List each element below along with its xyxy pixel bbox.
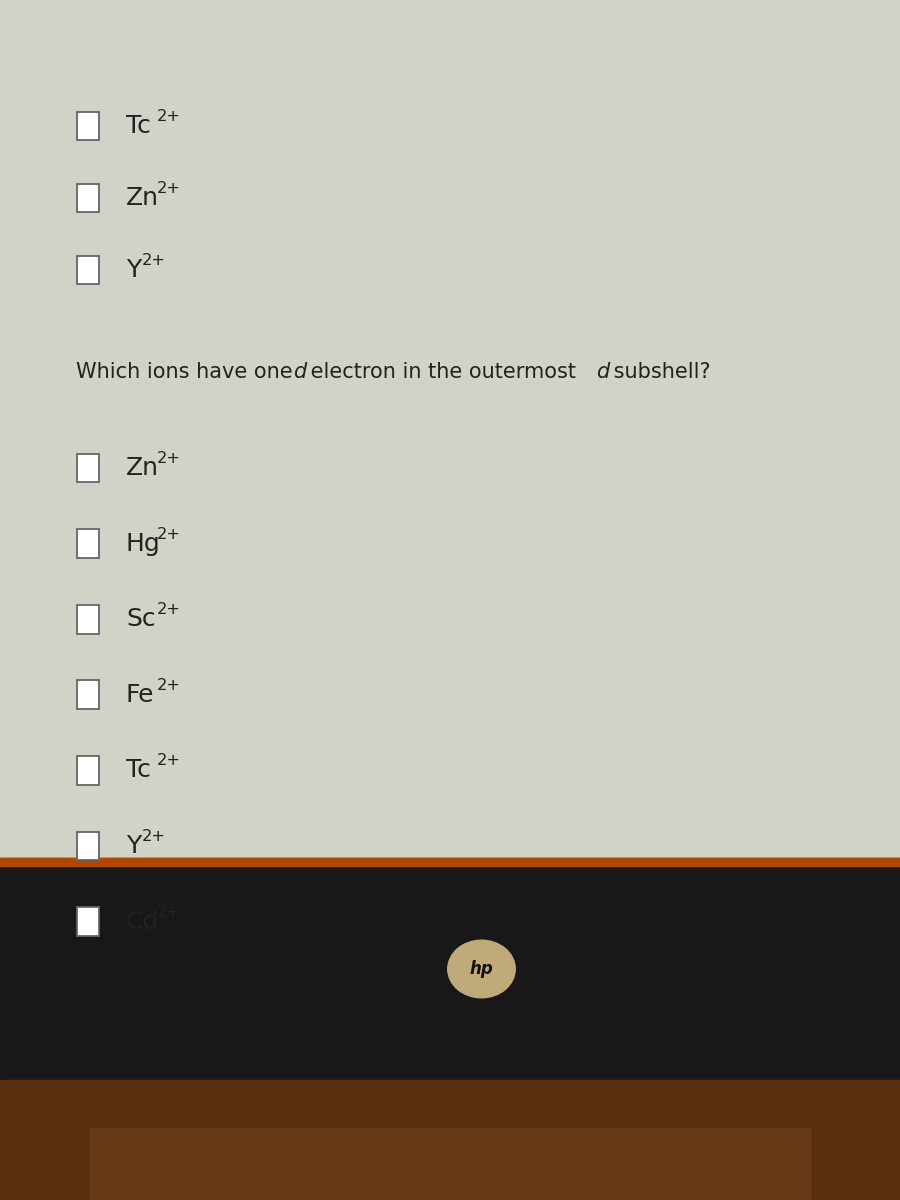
Bar bbox=[0, 858, 900, 866]
Text: Zn: Zn bbox=[126, 186, 159, 210]
Text: Tc: Tc bbox=[126, 114, 151, 138]
Text: 2+: 2+ bbox=[157, 678, 181, 692]
Text: d: d bbox=[597, 362, 610, 382]
Text: 2+: 2+ bbox=[141, 829, 166, 844]
FancyBboxPatch shape bbox=[77, 112, 99, 140]
Text: Hg: Hg bbox=[126, 532, 161, 556]
Text: 2+: 2+ bbox=[157, 905, 181, 919]
Text: Tc: Tc bbox=[126, 758, 151, 782]
Text: 2+: 2+ bbox=[157, 754, 181, 768]
Bar bbox=[0, 1080, 900, 1200]
Text: electron in the outermost: electron in the outermost bbox=[304, 362, 582, 382]
Text: Fe: Fe bbox=[126, 683, 155, 707]
Ellipse shape bbox=[448, 941, 515, 997]
Text: Sc: Sc bbox=[126, 607, 156, 631]
Text: Which ions have one: Which ions have one bbox=[76, 362, 300, 382]
FancyBboxPatch shape bbox=[77, 907, 99, 936]
Bar bbox=[0, 0, 900, 858]
Text: d: d bbox=[293, 362, 306, 382]
Text: subshell?: subshell? bbox=[608, 362, 711, 382]
Text: Y: Y bbox=[126, 834, 141, 858]
Bar bbox=[90, 1128, 810, 1200]
FancyBboxPatch shape bbox=[77, 680, 99, 709]
Text: 2+: 2+ bbox=[141, 253, 166, 268]
FancyBboxPatch shape bbox=[77, 256, 99, 284]
Text: 2+: 2+ bbox=[157, 181, 181, 196]
FancyBboxPatch shape bbox=[77, 184, 99, 212]
Text: 2+: 2+ bbox=[157, 451, 181, 466]
Text: 2+: 2+ bbox=[157, 602, 181, 617]
Text: 2+: 2+ bbox=[157, 109, 181, 124]
Bar bbox=[0, 858, 900, 1080]
FancyBboxPatch shape bbox=[77, 529, 99, 558]
Text: Zn: Zn bbox=[126, 456, 159, 480]
FancyBboxPatch shape bbox=[77, 756, 99, 785]
Text: Y: Y bbox=[126, 258, 141, 282]
FancyBboxPatch shape bbox=[77, 832, 99, 860]
FancyBboxPatch shape bbox=[77, 454, 99, 482]
Text: 2+: 2+ bbox=[157, 527, 181, 541]
Text: Cd: Cd bbox=[126, 910, 159, 934]
Text: hp: hp bbox=[470, 960, 493, 978]
FancyBboxPatch shape bbox=[77, 605, 99, 634]
